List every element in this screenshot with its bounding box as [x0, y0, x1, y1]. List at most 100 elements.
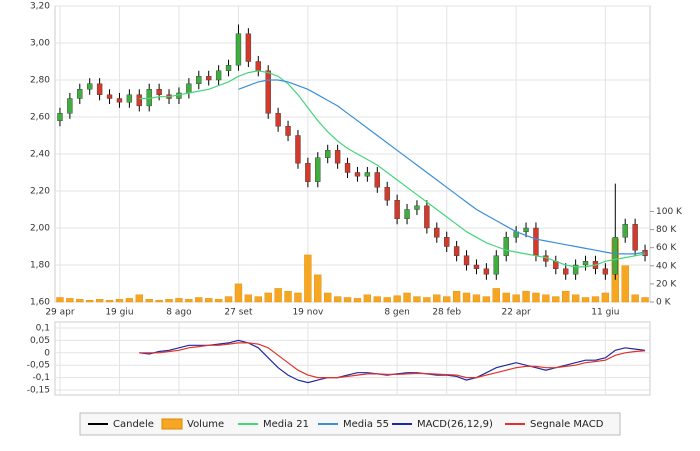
y-tick-label: -0,1: [32, 373, 50, 383]
candle-body: [315, 157, 321, 182]
y2-tick-label: 0 K: [656, 298, 672, 308]
y-tick-label: 1,60: [30, 298, 50, 308]
volume-bar: [333, 296, 342, 303]
candle-body: [404, 209, 410, 219]
legend-label: Media 55: [343, 419, 389, 430]
x-tick-label: 11 giu: [591, 308, 619, 318]
volume-bar: [284, 290, 292, 303]
line-series: [139, 70, 646, 268]
volume-bar: [452, 290, 461, 303]
volume-bar: [254, 296, 262, 303]
x-tick-label: 29 apr: [45, 308, 75, 318]
volume-bar: [56, 297, 64, 303]
x-tick-label: 19 nov: [292, 308, 324, 318]
volume-bar: [314, 274, 322, 303]
legend-label: Media 21: [263, 419, 309, 430]
candle-body: [632, 224, 638, 251]
volume-bar: [205, 298, 213, 303]
y-tick-label: -0,15: [27, 386, 50, 396]
candle-body: [225, 64, 232, 71]
legend-label: Segnale MACD: [530, 419, 604, 430]
y-tick-label: 2,80: [30, 76, 50, 86]
y2-tick-label: 40 K: [656, 261, 677, 271]
legend-label: MACD(26,12,9): [417, 419, 493, 430]
candle-body: [582, 261, 589, 266]
legend-label: Candele: [113, 419, 154, 430]
candle-body: [126, 94, 133, 103]
volume-bar: [631, 294, 639, 303]
candle-body: [206, 76, 212, 81]
volume-bar: [86, 299, 94, 303]
y-tick-label: 2,40: [30, 150, 50, 160]
candle-body: [463, 255, 470, 266]
volume-bar: [591, 296, 600, 303]
candle-body: [57, 113, 63, 121]
volume-bar: [373, 296, 381, 303]
candle-body: [572, 264, 579, 275]
candle-body: [235, 33, 242, 66]
candle-body: [215, 70, 222, 81]
candle-body: [87, 83, 93, 90]
x-tick-label: 8 ago: [166, 308, 192, 318]
volume-bar: [472, 294, 481, 303]
line-series: [238, 79, 646, 255]
volume-bar: [482, 296, 491, 303]
volume-bar: [581, 297, 590, 303]
candle-body: [295, 135, 301, 164]
volume-bar: [403, 292, 411, 303]
volume-bar: [443, 296, 451, 303]
candle-body: [493, 255, 499, 275]
candle-body: [305, 163, 311, 182]
candle-body: [364, 172, 371, 177]
y-tick-label: -0,05: [27, 361, 50, 371]
candle-body: [394, 200, 400, 219]
y2-tick-label: 60 K: [656, 243, 677, 253]
candle-body: [255, 61, 261, 71]
volume-bar: [115, 299, 124, 303]
candle-body: [116, 98, 123, 103]
candle-body: [344, 163, 351, 173]
candle-body: [503, 237, 509, 256]
volume-bar: [244, 294, 253, 303]
y-tick-label: 2,60: [30, 113, 50, 123]
volume-bar: [224, 296, 233, 303]
candle-body: [275, 113, 281, 127]
candle-body: [483, 268, 490, 275]
y-tick-label: 2,20: [30, 187, 50, 197]
x-tick-label: 8 gen: [384, 308, 410, 318]
volume-bar: [125, 298, 134, 303]
legend-items: Candele Volume Media 21 Media 55 MACD(26,12,…: [88, 418, 604, 430]
volume-bar: [433, 294, 441, 303]
candle-body: [622, 224, 628, 238]
volume-bar: [423, 297, 431, 303]
y2-tick-label: 20 K: [656, 279, 677, 289]
x-tick-label: 27 set: [224, 308, 253, 318]
volume-bar: [234, 283, 243, 303]
candle-body: [384, 187, 390, 201]
volume-bar: [552, 296, 560, 303]
y-tick-label: 3,20: [30, 2, 50, 12]
y-tick-label: 1,80: [30, 261, 50, 271]
candle-body: [325, 150, 331, 158]
candle-body: [196, 76, 202, 84]
volume-bar: [324, 292, 332, 303]
volume-bar: [76, 299, 84, 303]
legend: [79, 412, 621, 436]
candle-body: [414, 205, 420, 210]
volume-bar: [95, 299, 104, 303]
candle-body: [96, 83, 103, 95]
candle-body: [533, 227, 539, 256]
candle-body: [265, 70, 271, 114]
legend-swatch: [161, 418, 183, 430]
volume-bar: [343, 297, 352, 303]
candle-body: [67, 98, 73, 114]
candle-body: [77, 89, 83, 99]
volume-bar: [294, 292, 302, 303]
y2-tick-label: 100 K: [656, 207, 683, 217]
y-tick-label: 0,1: [36, 323, 50, 333]
candle-body: [602, 268, 609, 275]
candle-body: [424, 205, 430, 229]
candle-body: [473, 264, 480, 269]
